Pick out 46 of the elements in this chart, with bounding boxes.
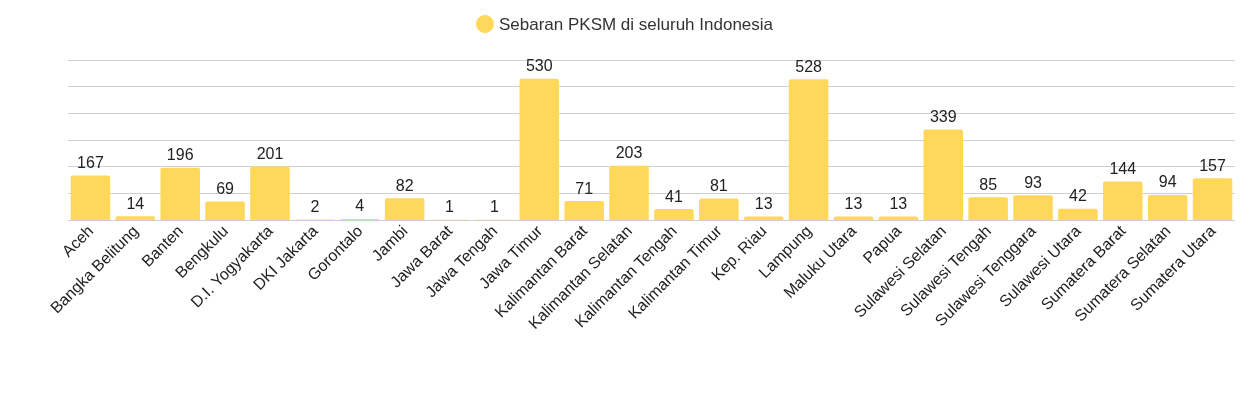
bar [160, 167, 200, 220]
data-label: 69 [216, 180, 235, 198]
data-label: 42 [1069, 187, 1087, 205]
bar [1103, 181, 1143, 220]
bar [384, 198, 425, 220]
bar [519, 78, 560, 220]
data-label: 85 [979, 175, 998, 193]
bar [968, 197, 1008, 220]
data-label: 528 [795, 57, 823, 75]
bar [70, 175, 111, 220]
data-label: 203 [615, 144, 643, 162]
data-label: 13 [844, 195, 863, 213]
bar [1147, 194, 1188, 220]
bar [699, 198, 739, 220]
data-label: 1 [445, 198, 455, 216]
bar [564, 201, 604, 220]
data-label: 4 [355, 197, 365, 215]
bar [205, 201, 245, 220]
bar [1058, 208, 1098, 220]
data-label: 93 [1024, 173, 1043, 191]
data-label: 13 [754, 195, 773, 213]
data-label: 157 [1199, 156, 1226, 174]
data-label: 94 [1158, 173, 1177, 191]
data-label: 81 [709, 176, 728, 194]
data-label: 71 [575, 179, 594, 197]
bar [609, 165, 649, 220]
data-label: 201 [256, 144, 284, 162]
bar [1013, 195, 1053, 220]
bar [115, 216, 156, 220]
data-label: 339 [929, 108, 957, 126]
bar [250, 166, 290, 220]
bar [923, 129, 963, 220]
legend-label: Sebaran PKSM di seluruh Indonesia [498, 14, 774, 34]
data-label: 144 [1109, 160, 1137, 178]
bar [1192, 178, 1233, 220]
data-label: 1 [489, 198, 499, 216]
bar [654, 209, 694, 220]
data-label: 196 [166, 146, 194, 164]
data-label: 82 [395, 176, 414, 194]
bar [788, 79, 829, 220]
data-label: 2 [310, 197, 320, 215]
data-label: 14 [126, 194, 145, 212]
data-label: 530 [525, 57, 553, 75]
data-label: 167 [77, 153, 104, 171]
data-label: 13 [889, 195, 908, 213]
data-label: 41 [665, 187, 683, 205]
